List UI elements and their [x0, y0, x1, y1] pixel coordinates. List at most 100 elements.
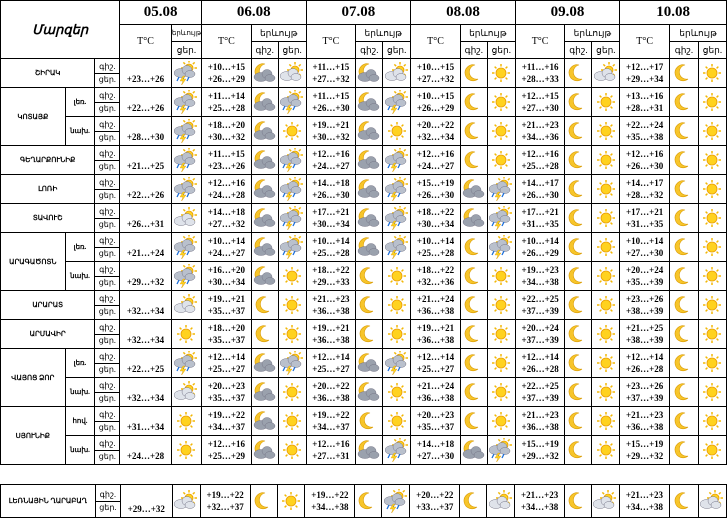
night-temperature: +20…+22	[312, 381, 350, 391]
temperature: +21…+24 +36…+38	[410, 290, 461, 320]
day-temperature: +34…+36	[521, 132, 559, 142]
weather-icon	[703, 441, 722, 459]
day-temperature: +38…+39	[626, 306, 664, 316]
icon-cell	[382, 58, 412, 88]
zone-name: նախ.	[64, 261, 96, 291]
night-temperature: +15…+19	[521, 439, 559, 449]
weather-icon	[283, 267, 302, 285]
weather-icon	[253, 382, 275, 401]
weather-icon	[568, 492, 583, 510]
icon-cell	[170, 261, 203, 291]
day-temperature: +35…+37	[207, 393, 245, 403]
day-temperature: +27…+32	[312, 74, 350, 84]
icon-cell	[382, 435, 412, 465]
temperature: +12…+14 +25…+27	[305, 348, 357, 378]
weather-icon	[492, 325, 511, 343]
night-label: գիշ.	[99, 148, 116, 158]
icon-cell	[381, 484, 411, 518]
weather-icon	[462, 208, 485, 227]
weather-icon	[703, 354, 722, 372]
temperature: +20…+23 +35…+37	[201, 377, 252, 407]
night-temperature: +13…+16	[626, 91, 664, 101]
weather-icon	[174, 177, 198, 201]
weather-icon	[387, 122, 406, 140]
icon-cell	[250, 174, 279, 204]
weather-icon	[703, 64, 722, 82]
region-row: նախ. գիշ. ցեր. +28…+30 +18…+20 +30…+32 +19…+21…	[1, 116, 727, 146]
weather-icon	[703, 238, 722, 256]
weather-icon	[674, 441, 689, 459]
weather-icon	[280, 148, 304, 172]
day-temperature: +25…+29	[207, 451, 245, 461]
icon-cell	[697, 484, 727, 518]
night-label: գիշ.	[99, 90, 116, 100]
icon-cell	[669, 203, 699, 233]
icon-cell	[486, 145, 516, 175]
region-name: ՏԱՎՈՒՇ	[0, 203, 96, 233]
day-night-label: գիշ. ցեր.	[94, 58, 121, 88]
temperature: +21…+23 +36…+38	[305, 290, 357, 320]
icon-cell	[250, 203, 279, 233]
region-row: նախ. գիշ. ցեր. +29…+32 +16…+20 +30…+34 +18…+22…	[1, 261, 727, 291]
icon-cell	[697, 319, 727, 349]
icon-cell	[276, 484, 306, 518]
icon-cell	[170, 203, 203, 233]
weather-icon	[492, 122, 511, 140]
night-temperature: +23…+26	[626, 294, 664, 304]
night-temperature: +20…+23	[416, 410, 455, 420]
icon-cell	[591, 261, 621, 291]
weather-icon	[492, 296, 511, 314]
day-temperature: +25…+27	[416, 364, 455, 374]
night-temperature: +12…+16	[416, 149, 455, 159]
day-night-label: գիշ. ցեր.	[94, 290, 121, 320]
icon-cell	[277, 290, 307, 320]
weather-icon	[703, 412, 722, 430]
weather-icon	[384, 206, 408, 230]
temperature: +11…+15 +23…+26	[201, 145, 252, 175]
icon-cell	[591, 232, 621, 262]
day-temperature: +31…+35	[626, 219, 664, 229]
icon-cell	[564, 145, 593, 175]
weather-icon	[174, 264, 198, 288]
night-label: գիշ.	[99, 177, 116, 187]
day-label: ցեր.	[95, 130, 119, 144]
weather-icon	[488, 490, 512, 509]
weather-icon	[674, 412, 689, 430]
temperature: +32…+34	[119, 290, 172, 320]
weather-icon	[359, 492, 373, 510]
icon-cell	[355, 174, 384, 204]
day-temperature: +23…+26	[207, 161, 245, 171]
weather-icon	[174, 90, 198, 114]
weather-icon	[596, 209, 615, 227]
weather-icon	[358, 208, 380, 227]
temperature: +11…+15 +27…+32	[305, 58, 357, 88]
temperature: +23…+26 +38…+39	[619, 290, 671, 320]
icon-cell	[591, 406, 621, 436]
weather-icon	[464, 383, 479, 401]
icon-cell	[564, 203, 593, 233]
temperature: +21…+23 +36…+38	[619, 406, 671, 436]
day-label: ցեր.	[95, 101, 119, 115]
weather-icon	[464, 93, 479, 111]
icon-cell	[277, 145, 307, 175]
night-temperature: +19…+22	[206, 490, 244, 500]
temperature: +12…+14 +26…+28	[514, 348, 566, 378]
region-row: ՍՅՈՒՆԻՔ հով. գիշ. ցեր. +31…+34 +19…+22 +34…+37…	[0, 406, 727, 465]
weather-icon	[283, 441, 302, 459]
day-label: ցեր.	[95, 449, 119, 463]
day-temperature: +36…+38	[416, 393, 455, 403]
weather-icon	[360, 325, 374, 343]
weather-icon	[492, 354, 511, 372]
weather-icon	[253, 150, 275, 169]
weather-icon	[464, 64, 479, 82]
weather-icon	[569, 209, 583, 227]
header-row: ցեր. գիշ. ցեր. գիշ. ցեր. գիշ. ցեր. գիշ. ցեր. գիշ.…	[1, 41, 727, 59]
temperature: +21…+23 +36…+38	[514, 406, 566, 436]
weather-icon	[177, 441, 196, 459]
temperature: +22…+25	[119, 348, 172, 378]
night-temperature: +18…+22	[416, 265, 455, 275]
day-temperature: +25…+27	[207, 364, 245, 374]
temperature: +17…+21 +31…+35	[514, 203, 566, 233]
icon-cell	[669, 290, 699, 320]
weather-icon	[489, 438, 513, 462]
